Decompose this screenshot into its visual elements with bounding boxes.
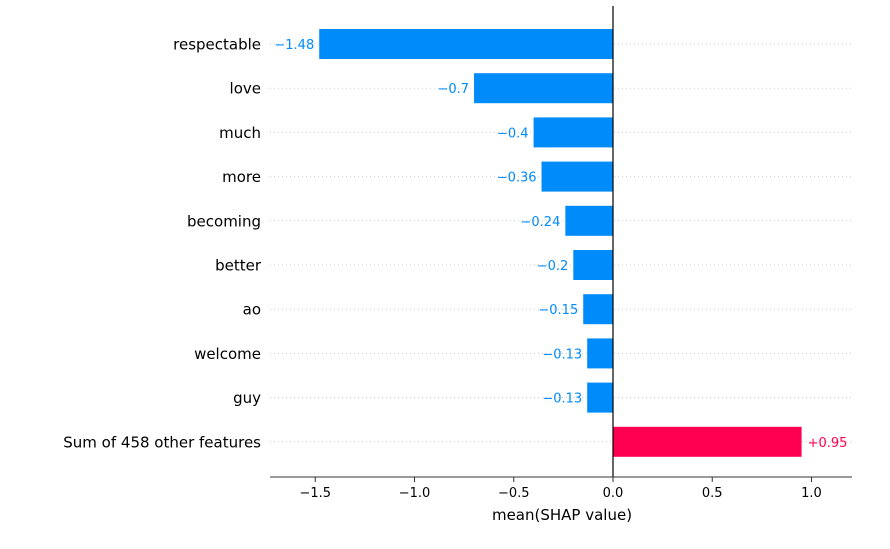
x-tick-label: 0.5	[702, 486, 723, 501]
x-tick-label: −1.5	[299, 486, 331, 501]
feature-label: welcome	[194, 345, 261, 363]
feature-label: ao	[243, 301, 261, 319]
bar-sum-of-458-other-features	[613, 426, 802, 457]
bar-more	[541, 161, 613, 192]
value-label: −0.2	[537, 259, 569, 274]
x-tick-label: −1.0	[399, 486, 431, 501]
value-label: −0.15	[538, 303, 578, 318]
value-label: −0.13	[542, 392, 582, 407]
bar-respectable	[319, 29, 613, 59]
bar-better	[573, 250, 613, 280]
bar-love	[474, 73, 613, 104]
feature-label: Sum of 458 other features	[63, 433, 261, 451]
value-labels: −1.48 −0.7 −0.4 −0.36 −0.24 −0.2 −0.15 −0.13 −0.…	[274, 38, 847, 451]
feature-label: better	[215, 257, 262, 275]
x-axis: −1.5 −1.0 −0.5 0.0 0.5 1.0	[270, 6, 852, 501]
feature-label: respectable	[173, 36, 261, 54]
feature-label: love	[230, 80, 261, 98]
grid-lines	[270, 43, 852, 443]
x-axis-title: mean(SHAP value)	[492, 506, 632, 524]
value-label: +0.95	[808, 436, 848, 451]
feature-label: guy	[233, 389, 261, 407]
value-label: −1.48	[274, 38, 314, 53]
x-tick-label: −0.5	[498, 486, 530, 501]
value-label: −0.36	[497, 171, 537, 186]
value-label: −0.13	[542, 347, 582, 362]
bar-guy	[587, 382, 613, 413]
value-label: −0.4	[497, 126, 529, 141]
x-tick-label: 0.0	[603, 486, 624, 501]
bars	[319, 29, 802, 457]
feature-label: more	[222, 168, 261, 186]
value-label: −0.24	[521, 215, 561, 230]
feature-labels: respectable love much more becoming better ao w…	[63, 36, 262, 452]
bar-ao	[583, 294, 613, 325]
bar-much	[533, 117, 613, 148]
bar-welcome	[587, 338, 613, 369]
value-label: −0.7	[437, 82, 469, 97]
x-tick-label: 1.0	[801, 486, 822, 501]
feature-label: much	[219, 124, 261, 142]
feature-label: becoming	[187, 212, 261, 230]
bar-becoming	[565, 205, 613, 236]
